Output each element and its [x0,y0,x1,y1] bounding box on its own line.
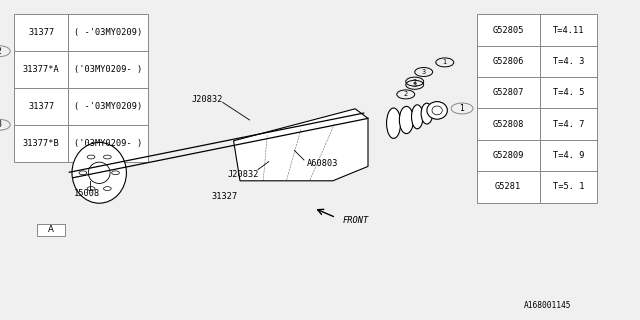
Text: 31377*B: 31377*B [23,139,60,148]
Text: G52806: G52806 [492,57,524,66]
Text: G52807: G52807 [492,88,524,97]
Text: ('03MY0209- ): ('03MY0209- ) [74,65,143,74]
Text: J20832: J20832 [192,95,223,104]
Ellipse shape [72,142,127,203]
Ellipse shape [427,101,447,119]
Text: 2: 2 [404,92,408,97]
Text: G52809: G52809 [492,151,524,160]
Text: 1: 1 [443,60,447,65]
Text: ( -'03MY0209): ( -'03MY0209) [74,102,143,111]
Bar [37,224,65,236]
Text: T=4. 7: T=4. 7 [552,120,584,129]
Text: 3: 3 [422,69,426,75]
Ellipse shape [421,103,433,124]
Text: T=4.11: T=4.11 [552,26,584,35]
Text: T=4. 5: T=4. 5 [552,88,584,97]
Text: G52808: G52808 [492,120,524,129]
Text: 3: 3 [0,120,2,129]
Text: G52805: G52805 [492,26,524,35]
Text: A168001145: A168001145 [524,301,571,310]
Text: 31327: 31327 [211,192,237,201]
Ellipse shape [412,105,423,129]
Text: A: A [48,225,54,234]
Text: 31377: 31377 [28,28,54,37]
Text: 2: 2 [413,79,417,84]
Text: ( -'03MY0209): ( -'03MY0209) [74,28,143,37]
Text: 15008: 15008 [74,189,100,198]
Text: 1: 1 [460,104,465,113]
Text: 31377*A: 31377*A [23,65,60,74]
Text: J20832: J20832 [227,170,259,179]
Text: FRONT: FRONT [342,216,369,225]
Text: 31377: 31377 [28,102,54,111]
Text: T=4. 3: T=4. 3 [552,57,584,66]
Ellipse shape [387,108,401,138]
Text: 2: 2 [0,47,2,56]
Text: 3: 3 [413,82,417,88]
Ellipse shape [432,106,442,115]
Polygon shape [234,109,368,181]
Ellipse shape [399,106,413,134]
Bar [14,14,148,162]
Text: T=4. 9: T=4. 9 [552,151,584,160]
Text: ('03MY0209- ): ('03MY0209- ) [74,139,143,148]
Ellipse shape [88,162,110,183]
Text: T=5. 1: T=5. 1 [552,182,584,191]
Text: G5281: G5281 [495,182,522,191]
Text: A60803: A60803 [307,159,339,168]
Bar [477,14,597,203]
